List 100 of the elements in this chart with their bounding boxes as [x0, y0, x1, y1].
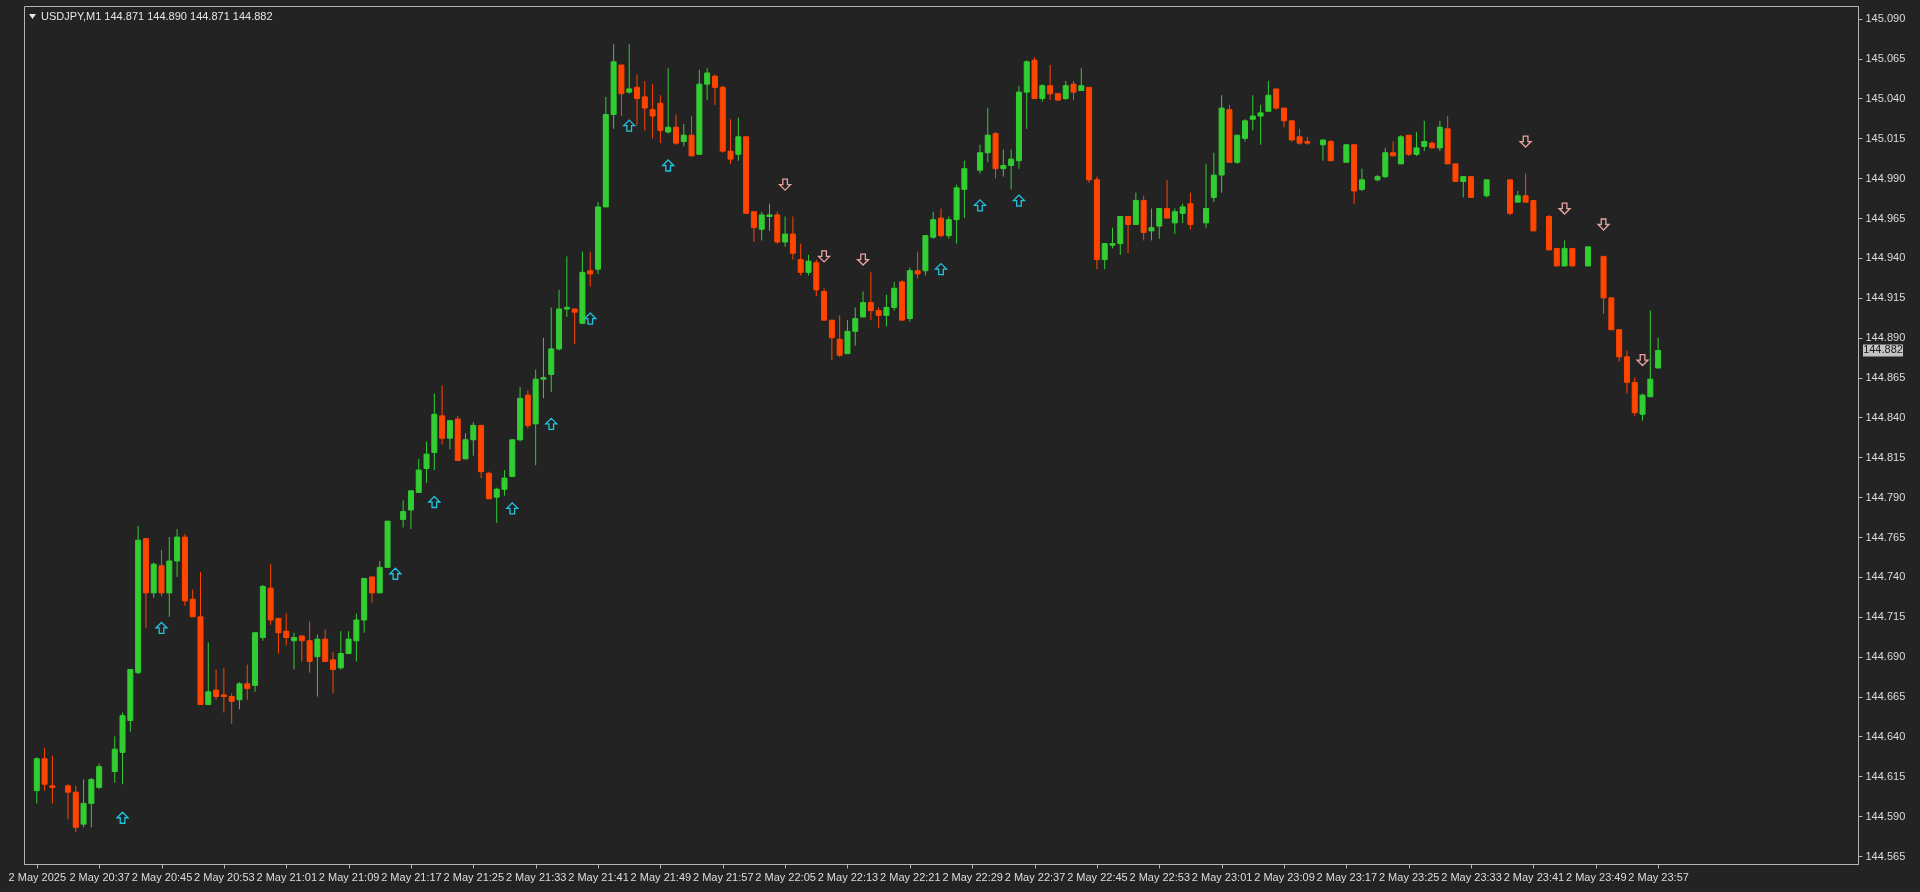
candlestick — [789, 216, 796, 261]
x-tick-label: 2 May 22:13 — [817, 870, 879, 883]
x-tick-label: 2 May 21:25 — [443, 870, 505, 883]
candlestick — [680, 123, 687, 147]
x-tick-label: 2 May 2025 — [8, 870, 67, 883]
candlestick — [1203, 163, 1210, 229]
chart-title: USDJPY,M1 144.871 144.890 144.871 144.882 — [41, 10, 273, 22]
candlestick — [563, 255, 570, 318]
candlestick — [49, 755, 56, 804]
point — [584, 312, 597, 325]
y-tick-label: 144.890 — [1865, 331, 1906, 344]
candlestick — [322, 629, 329, 662]
candlestick — [938, 208, 944, 238]
point — [1558, 202, 1571, 215]
candlestick — [1280, 107, 1287, 128]
x-tick-label: 2 May 23:49 — [1566, 870, 1627, 883]
point — [428, 495, 441, 509]
candlestick — [984, 107, 991, 163]
candlestick — [236, 681, 243, 710]
candlestick — [914, 251, 921, 280]
candlestick — [860, 290, 867, 318]
y-tick-label: 144.865 — [1865, 371, 1906, 384]
y-tick-label: 145.040 — [1865, 92, 1906, 104]
x-tick-label: 2 May 22:45 — [1067, 870, 1128, 883]
candlestick — [314, 633, 321, 698]
y-tick-label: 144.665 — [1865, 690, 1906, 703]
candlestick — [1242, 118, 1248, 143]
point — [155, 621, 168, 635]
y-tick-label: 144.690 — [1865, 650, 1906, 663]
x-tick-label: 2 May 21:41 — [568, 870, 629, 883]
candlestick — [1413, 131, 1420, 157]
candlestick — [1156, 208, 1163, 240]
x-tick-label: 2 May 21:09 — [318, 870, 380, 883]
candlestick — [1327, 139, 1334, 162]
point — [662, 159, 675, 172]
y-tick-label: 144.815 — [1865, 450, 1906, 463]
point — [1636, 353, 1649, 367]
point — [623, 119, 636, 132]
y-tick-label: 144.965 — [1865, 211, 1906, 224]
x-tick-label: 2 May 23:33 — [1441, 870, 1502, 883]
candlestick — [1319, 139, 1326, 162]
point — [389, 567, 402, 580]
x-tick-label: 2 May 21:33 — [505, 870, 567, 883]
point — [545, 417, 558, 430]
candlestick — [291, 632, 298, 670]
point — [116, 811, 129, 824]
y-tick-label: 144.990 — [1865, 171, 1906, 184]
candlestick — [64, 783, 71, 820]
candlestick — [400, 499, 407, 528]
x-tick-label: 2 May 22:05 — [755, 870, 816, 883]
point — [778, 178, 792, 191]
candlestick — [213, 668, 220, 701]
candlestick — [797, 243, 804, 277]
candlestick — [415, 458, 422, 493]
point — [1597, 218, 1610, 231]
candlestick — [750, 211, 757, 243]
point — [934, 262, 948, 276]
candlestick — [174, 528, 181, 578]
candlestick — [1078, 67, 1085, 92]
x-tick-label: 2 May 20:53 — [194, 870, 255, 883]
candlestick — [571, 308, 578, 345]
candlestick — [446, 420, 453, 450]
candlestick — [407, 490, 414, 530]
y-tick-label: 144.640 — [1865, 729, 1906, 742]
candlestick — [1187, 192, 1194, 230]
x-tick-label: 2 May 23:41 — [1503, 870, 1565, 883]
candlestick — [1468, 176, 1475, 198]
x-tick-label: 2 May 21:01 — [256, 870, 317, 883]
y-tick-label: 145.015 — [1865, 131, 1906, 144]
point — [506, 502, 519, 515]
candlestick — [205, 641, 212, 706]
candlestick — [976, 144, 983, 174]
point — [1519, 135, 1532, 148]
candlestick — [330, 651, 336, 694]
x-tick-label: 2 May 22:53 — [1129, 870, 1191, 883]
x-tick-label: 2 May 21:17 — [381, 870, 442, 883]
candlestick — [228, 692, 235, 725]
point — [1012, 194, 1026, 207]
candlestick — [439, 385, 446, 446]
x-tick-label: 2 May 21:57 — [692, 870, 754, 883]
candlestick — [1561, 239, 1568, 267]
y-tick-label: 144.840 — [1865, 410, 1906, 423]
candlestick — [1148, 208, 1155, 241]
candlestick — [665, 67, 672, 135]
candlestick — [1125, 216, 1132, 254]
y-tick-label: 144.565 — [1865, 849, 1906, 862]
candlestick — [244, 664, 251, 701]
y-tick-label: 144.715 — [1865, 610, 1906, 623]
candlestick — [641, 80, 648, 131]
candlestick — [1062, 80, 1069, 101]
candlestick — [220, 667, 227, 713]
candlestick — [805, 254, 812, 277]
candlestick — [1047, 64, 1054, 101]
point — [856, 253, 870, 266]
candlestick — [1584, 246, 1591, 267]
x-tick-label: 2 May 23:17 — [1316, 870, 1378, 883]
candlestick — [587, 251, 594, 288]
candlestick — [1273, 88, 1280, 111]
x-tick-label: 2 May 22:29 — [942, 870, 1003, 883]
x-tick-label: 2 May 21:49 — [630, 870, 692, 883]
